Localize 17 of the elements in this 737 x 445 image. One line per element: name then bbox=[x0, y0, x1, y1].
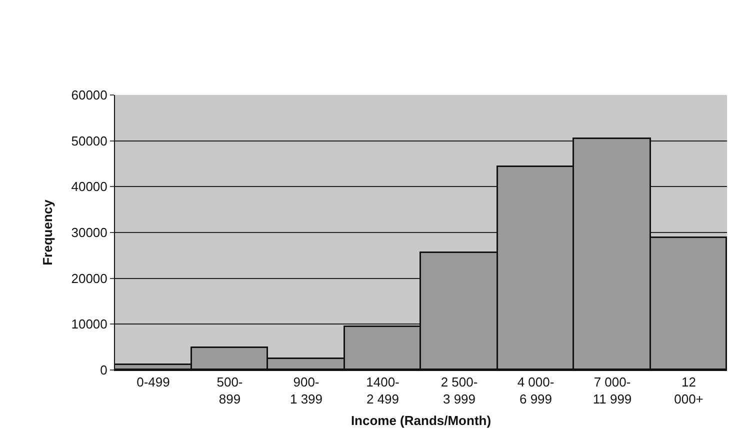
y-axis-title: Frequency bbox=[40, 198, 56, 266]
x-tick-label: 900- 1 399 bbox=[290, 374, 323, 406]
x-tick-label: 2 500- 3 999 bbox=[440, 374, 478, 406]
y-tick-label: 10000 bbox=[71, 316, 108, 332]
y-tick-label: 50000 bbox=[71, 133, 108, 148]
x-tick-label: 0-499 bbox=[136, 374, 170, 390]
x-tick-label: 4 000- 6 999 bbox=[517, 374, 554, 406]
x-axis-title: Income (Rands/Month) bbox=[350, 413, 492, 428]
y-tick-label: 40000 bbox=[71, 179, 108, 194]
x-tick-label: 12 000+ bbox=[674, 374, 704, 406]
y-tick-label: 60000 bbox=[71, 88, 108, 103]
y-tick-label: 0 bbox=[100, 362, 108, 378]
y-tick-label: 20000 bbox=[71, 270, 108, 286]
x-tick-label: 500- 899 bbox=[216, 374, 243, 406]
x-tick-label: 7 000- 11 999 bbox=[592, 374, 632, 406]
y-tick-label: 30000 bbox=[71, 225, 108, 240]
x-tick-label: 1400- 2 499 bbox=[366, 374, 400, 406]
